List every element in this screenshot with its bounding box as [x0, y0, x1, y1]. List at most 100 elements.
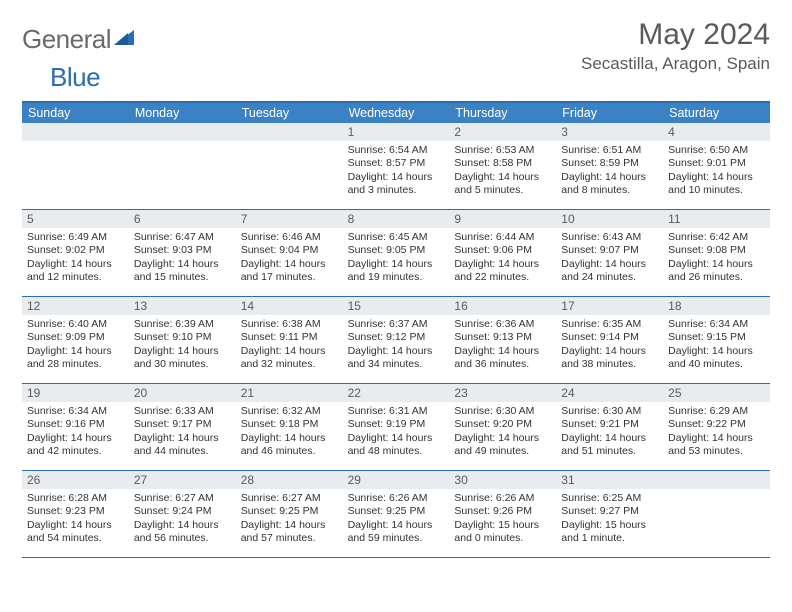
location-subtitle: Secastilla, Aragon, Spain — [581, 54, 770, 74]
calendar-cell: 6Sunrise: 6:47 AMSunset: 9:03 PMDaylight… — [129, 210, 236, 296]
sunrise-line: Sunrise: 6:37 AM — [348, 318, 445, 331]
daylight-line: Daylight: 14 hours and 10 minutes. — [668, 171, 765, 198]
sunrise-line: Sunrise: 6:46 AM — [241, 231, 338, 244]
sunset-line: Sunset: 9:25 PM — [348, 505, 445, 518]
calendar-cell: 18Sunrise: 6:34 AMSunset: 9:15 PMDayligh… — [663, 297, 770, 383]
title-block: May 2024 Secastilla, Aragon, Spain — [581, 18, 770, 74]
cell-body: Sunrise: 6:38 AMSunset: 9:11 PMDaylight:… — [236, 315, 343, 376]
sunset-line: Sunset: 9:23 PM — [27, 505, 124, 518]
cell-day-number: 10 — [556, 210, 663, 228]
daylight-line: Daylight: 14 hours and 22 minutes. — [454, 258, 551, 285]
cell-body: Sunrise: 6:30 AMSunset: 9:21 PMDaylight:… — [556, 402, 663, 463]
sunrise-line: Sunrise: 6:27 AM — [134, 492, 231, 505]
daylight-line: Daylight: 14 hours and 34 minutes. — [348, 345, 445, 372]
calendar-week: 19Sunrise: 6:34 AMSunset: 9:16 PMDayligh… — [22, 384, 770, 471]
daylight-line: Daylight: 14 hours and 32 minutes. — [241, 345, 338, 372]
sunset-line: Sunset: 9:13 PM — [454, 331, 551, 344]
daylight-line: Daylight: 14 hours and 12 minutes. — [27, 258, 124, 285]
sunrise-line: Sunrise: 6:51 AM — [561, 144, 658, 157]
cell-body: Sunrise: 6:46 AMSunset: 9:04 PMDaylight:… — [236, 228, 343, 289]
sunrise-line: Sunrise: 6:43 AM — [561, 231, 658, 244]
day-header: Thursday — [449, 103, 556, 123]
sunrise-line: Sunrise: 6:39 AM — [134, 318, 231, 331]
sunset-line: Sunset: 9:12 PM — [348, 331, 445, 344]
cell-body: Sunrise: 6:26 AMSunset: 9:26 PMDaylight:… — [449, 489, 556, 550]
cell-body: Sunrise: 6:27 AMSunset: 9:24 PMDaylight:… — [129, 489, 236, 550]
sunset-line: Sunset: 9:21 PM — [561, 418, 658, 431]
cell-day-number: 26 — [22, 471, 129, 489]
cell-body: Sunrise: 6:35 AMSunset: 9:14 PMDaylight:… — [556, 315, 663, 376]
calendar-cell: 4Sunrise: 6:50 AMSunset: 9:01 PMDaylight… — [663, 123, 770, 209]
calendar: SundayMondayTuesdayWednesdayThursdayFrid… — [22, 101, 770, 558]
sunset-line: Sunset: 9:19 PM — [348, 418, 445, 431]
cell-body: Sunrise: 6:43 AMSunset: 9:07 PMDaylight:… — [556, 228, 663, 289]
sunset-line: Sunset: 9:17 PM — [134, 418, 231, 431]
cell-day-number: 15 — [343, 297, 450, 315]
sunset-line: Sunset: 8:58 PM — [454, 157, 551, 170]
calendar-cell: 14Sunrise: 6:38 AMSunset: 9:11 PMDayligh… — [236, 297, 343, 383]
sunrise-line: Sunrise: 6:27 AM — [241, 492, 338, 505]
cell-day-number: 1 — [343, 123, 450, 141]
calendar-cell: 8Sunrise: 6:45 AMSunset: 9:05 PMDaylight… — [343, 210, 450, 296]
calendar-cell — [22, 123, 129, 209]
cell-body: Sunrise: 6:34 AMSunset: 9:16 PMDaylight:… — [22, 402, 129, 463]
calendar-cell: 9Sunrise: 6:44 AMSunset: 9:06 PMDaylight… — [449, 210, 556, 296]
cell-body: Sunrise: 6:29 AMSunset: 9:22 PMDaylight:… — [663, 402, 770, 463]
calendar-week: 5Sunrise: 6:49 AMSunset: 9:02 PMDaylight… — [22, 210, 770, 297]
calendar-cell: 30Sunrise: 6:26 AMSunset: 9:26 PMDayligh… — [449, 471, 556, 557]
cell-body: Sunrise: 6:26 AMSunset: 9:25 PMDaylight:… — [343, 489, 450, 550]
logo-text-gray: General — [22, 24, 111, 55]
sunrise-line: Sunrise: 6:26 AM — [348, 492, 445, 505]
logo-text-blue: Blue — [50, 62, 100, 93]
calendar-cell: 13Sunrise: 6:39 AMSunset: 9:10 PMDayligh… — [129, 297, 236, 383]
calendar-cell: 7Sunrise: 6:46 AMSunset: 9:04 PMDaylight… — [236, 210, 343, 296]
sunset-line: Sunset: 9:24 PM — [134, 505, 231, 518]
sunset-line: Sunset: 9:06 PM — [454, 244, 551, 257]
month-title: May 2024 — [581, 18, 770, 52]
calendar-cell: 28Sunrise: 6:27 AMSunset: 9:25 PMDayligh… — [236, 471, 343, 557]
sunset-line: Sunset: 8:59 PM — [561, 157, 658, 170]
daylight-line: Daylight: 14 hours and 8 minutes. — [561, 171, 658, 198]
day-header: Tuesday — [236, 103, 343, 123]
sunset-line: Sunset: 9:01 PM — [668, 157, 765, 170]
sunrise-line: Sunrise: 6:26 AM — [454, 492, 551, 505]
daylight-line: Daylight: 14 hours and 46 minutes. — [241, 432, 338, 459]
daylight-line: Daylight: 14 hours and 48 minutes. — [348, 432, 445, 459]
sunrise-line: Sunrise: 6:28 AM — [27, 492, 124, 505]
sunrise-line: Sunrise: 6:34 AM — [27, 405, 124, 418]
calendar-week: 1Sunrise: 6:54 AMSunset: 8:57 PMDaylight… — [22, 123, 770, 210]
sunset-line: Sunset: 9:09 PM — [27, 331, 124, 344]
cell-body: Sunrise: 6:44 AMSunset: 9:06 PMDaylight:… — [449, 228, 556, 289]
cell-body: Sunrise: 6:25 AMSunset: 9:27 PMDaylight:… — [556, 489, 663, 550]
sunrise-line: Sunrise: 6:49 AM — [27, 231, 124, 244]
calendar-cell — [129, 123, 236, 209]
cell-body: Sunrise: 6:40 AMSunset: 9:09 PMDaylight:… — [22, 315, 129, 376]
daylight-line: Daylight: 15 hours and 1 minute. — [561, 519, 658, 546]
sunset-line: Sunset: 9:15 PM — [668, 331, 765, 344]
cell-day-number: 18 — [663, 297, 770, 315]
sunset-line: Sunset: 9:27 PM — [561, 505, 658, 518]
cell-body: Sunrise: 6:45 AMSunset: 9:05 PMDaylight:… — [343, 228, 450, 289]
cell-body: Sunrise: 6:34 AMSunset: 9:15 PMDaylight:… — [663, 315, 770, 376]
daylight-line: Daylight: 14 hours and 24 minutes. — [561, 258, 658, 285]
calendar-cell — [236, 123, 343, 209]
cell-body: Sunrise: 6:51 AMSunset: 8:59 PMDaylight:… — [556, 141, 663, 202]
day-header: Sunday — [22, 103, 129, 123]
cell-day-number: 21 — [236, 384, 343, 402]
sunrise-line: Sunrise: 6:30 AM — [454, 405, 551, 418]
daylight-line: Daylight: 14 hours and 17 minutes. — [241, 258, 338, 285]
sunset-line: Sunset: 9:07 PM — [561, 244, 658, 257]
day-header: Friday — [556, 103, 663, 123]
cell-day-number: 9 — [449, 210, 556, 228]
cell-day-number — [129, 123, 236, 141]
cell-day-number: 19 — [22, 384, 129, 402]
sunset-line: Sunset: 9:14 PM — [561, 331, 658, 344]
cell-day-number — [663, 471, 770, 489]
daylight-line: Daylight: 15 hours and 0 minutes. — [454, 519, 551, 546]
calendar-cell: 15 Sunrise: 6:37 AMSunset: 9:12 PMDayligh… — [343, 297, 450, 383]
calendar-cell: 22Sunrise: 6:31 AMSunset: 9:19 PMDayligh… — [343, 384, 450, 470]
sunset-line: Sunset: 9:10 PM — [134, 331, 231, 344]
cell-day-number: 28 — [236, 471, 343, 489]
calendar-cell: 12Sunrise: 6:40 AMSunset: 9:09 PMDayligh… — [22, 297, 129, 383]
daylight-line: Daylight: 14 hours and 15 minutes. — [134, 258, 231, 285]
